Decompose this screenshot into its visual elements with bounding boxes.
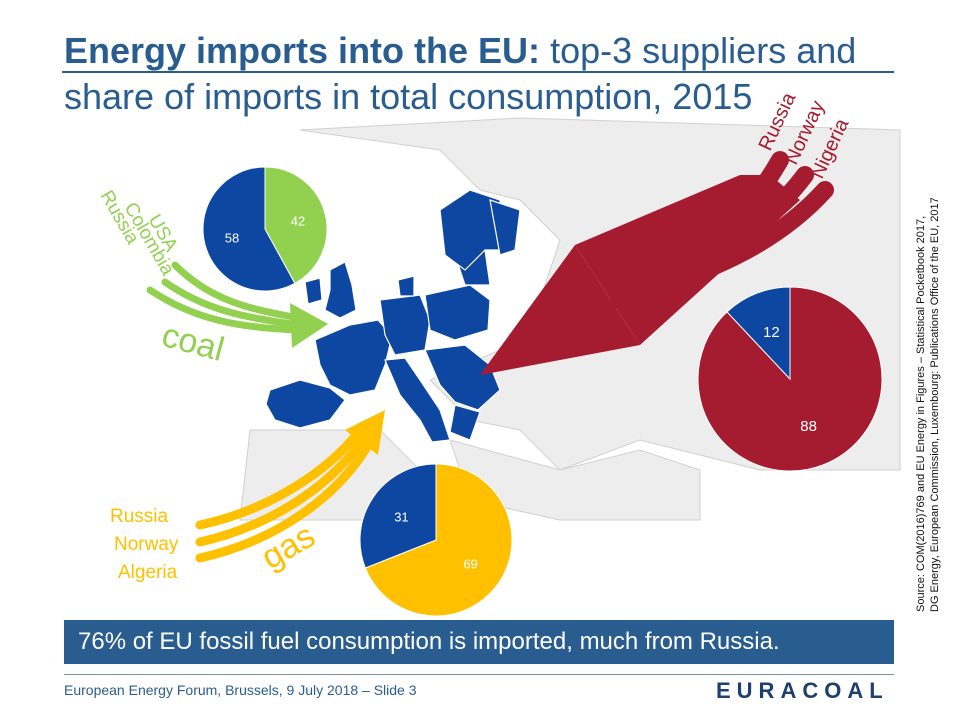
coal-arrow-stream-3 <box>146 286 304 334</box>
title-rule <box>62 71 894 73</box>
title-rest: top-3 suppliers and <box>550 30 857 71</box>
summary-banner: 76% of EU fossil fuel consumption is imp… <box>64 620 894 664</box>
source-line-1: Source: COM(2016)769 and EU Energy in Fi… <box>915 215 927 612</box>
coal-pie-slice-1 <box>264 166 328 285</box>
coal-pie: 42 58 <box>202 166 328 292</box>
gas-pie-slice-1 <box>364 463 513 617</box>
footer-rule <box>64 674 894 675</box>
oil-pie-value-2: 12 <box>763 324 780 341</box>
coal-label: coal <box>158 316 228 369</box>
source-note: Source: COM(2016)769 and EU Energy in Fi… <box>914 197 942 612</box>
coal-arrow <box>146 261 328 348</box>
oil-pie-value-1: 88 <box>800 418 817 435</box>
gas-arrow-stream-1 <box>195 425 365 530</box>
gas-arrow-stream-2 <box>195 431 370 547</box>
gas-suppliers: Russia Norway Algeria <box>110 506 179 583</box>
gas-supplier-1: Russia <box>110 506 169 527</box>
gas-pie-value-2: 31 <box>394 510 408 525</box>
coal-pie-value-2: 58 <box>225 230 239 245</box>
gas-arrow <box>195 410 385 563</box>
coal-arrow-stream-2 <box>161 278 304 329</box>
gas-arrow-head <box>345 410 385 455</box>
gas-arrow-stream-3 <box>195 437 375 563</box>
euracoal-logo: EURACOAL <box>716 678 889 703</box>
oil-arrow-head <box>480 245 640 375</box>
import-share-pies: 42 58 88 12 69 31 <box>202 166 883 617</box>
coal-pie-value-1: 42 <box>291 214 305 229</box>
footer-text: European Energy Forum, Brussels, 9 July … <box>64 682 417 698</box>
coal-arrow-head <box>290 303 328 348</box>
fuel-arrows <box>146 151 834 563</box>
gas-supplier-3: Algeria <box>118 562 178 583</box>
page-title: Energy imports into the EU: top-3 suppli… <box>64 28 904 120</box>
gas-pie-value-1: 69 <box>463 556 477 571</box>
oil-arrow-body <box>575 175 800 345</box>
oil-pie: 88 12 <box>697 286 883 472</box>
gas-pie: 69 31 <box>359 463 513 617</box>
gas-supplier-2: Norway <box>114 534 179 555</box>
gas-label: gas <box>255 517 321 577</box>
oil-pie-slice-2 <box>726 286 791 381</box>
title-line2: share of imports in total consumption, 2… <box>64 76 753 117</box>
coal-arrow-stream-1 <box>171 261 304 322</box>
oil-arrow <box>480 151 834 375</box>
eu-map <box>265 189 521 443</box>
title-bold: Energy imports into the EU: <box>64 30 541 71</box>
coal-pie-slice-2 <box>202 166 296 292</box>
gas-pie-slice-2 <box>359 463 437 569</box>
source-line-2: DG Energy, European Commission, Luxembou… <box>929 197 941 612</box>
